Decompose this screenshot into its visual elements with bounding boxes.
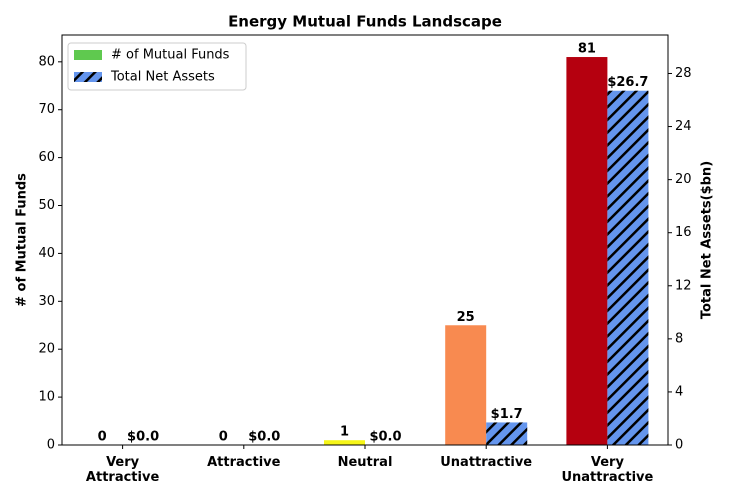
value-label: $0.0 <box>248 430 280 445</box>
y2-tick-label: 20 <box>675 172 692 187</box>
x-tick-label: Very Attractive <box>86 455 160 485</box>
y2-tick-label: 28 <box>675 66 692 81</box>
y2-tick-label: 24 <box>675 119 692 134</box>
bar <box>445 325 487 445</box>
bar-hatch <box>486 422 528 445</box>
legend-swatch <box>74 50 102 60</box>
y-tick-label: 40 <box>38 246 55 261</box>
y-tick-label: 60 <box>38 150 55 165</box>
x-tick-label: Very Unattractive <box>561 455 653 485</box>
x-tick-label: Attractive <box>207 455 281 470</box>
chart-title: Energy Mutual Funds Landscape <box>228 13 502 31</box>
value-label: $0.0 <box>127 430 159 445</box>
y2-tick-label: 4 <box>675 384 683 399</box>
value-label: $1.7 <box>491 407 523 422</box>
value-label: $0.0 <box>369 430 401 445</box>
x-tick-label: Neutral <box>338 455 393 470</box>
y-tick-label: 50 <box>38 198 55 213</box>
y2-tick-label: 8 <box>675 331 683 346</box>
legend-box <box>67 42 247 91</box>
y-tick-label: 20 <box>38 342 55 357</box>
plot-frame <box>61 34 669 446</box>
value-label: 1 <box>340 425 349 440</box>
bar <box>324 440 365 445</box>
y-tick-label: 80 <box>38 54 55 69</box>
y-axis-label: # of Mutual Funds <box>15 173 30 307</box>
legend-swatch-hatch <box>74 72 102 82</box>
legend-label: Total Net Assets <box>110 70 215 85</box>
legend-label: # of Mutual Funds <box>111 48 230 63</box>
value-label: 0 <box>219 430 228 445</box>
x-tick-label: Unattractive <box>440 455 532 470</box>
value-label: $26.7 <box>607 75 648 90</box>
y2-tick-label: 0 <box>675 438 683 453</box>
y2-tick-label: 12 <box>675 278 692 293</box>
y-tick-label: 30 <box>38 294 55 309</box>
y-tick-label: 10 <box>38 390 55 405</box>
value-label: 81 <box>578 42 596 57</box>
y-tick-label: 70 <box>38 102 55 117</box>
bar <box>566 57 608 445</box>
bar-hatch <box>607 90 649 446</box>
value-label: 25 <box>457 310 475 325</box>
y2-axis-label: Total Net Assets($bn) <box>700 161 715 319</box>
y-tick-label: 0 <box>47 438 55 453</box>
y2-tick-label: 16 <box>675 225 692 240</box>
value-label: 0 <box>98 430 107 445</box>
